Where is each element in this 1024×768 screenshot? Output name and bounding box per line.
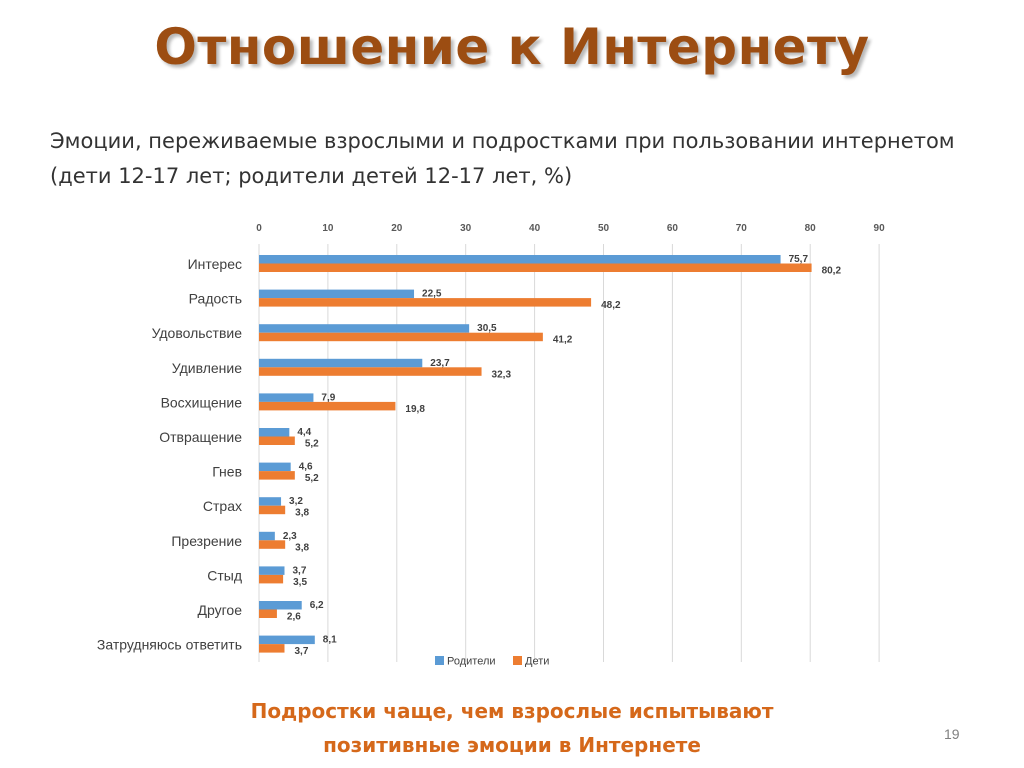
x-tick-label: 50 [598,223,610,234]
bar-children [259,367,482,376]
slide-conclusion: Подростки чаще, чем взрослые испытывают … [0,694,1024,762]
bar-children [259,332,543,342]
x-tick-label: 30 [460,223,472,234]
category-label: Удовольствие [152,325,243,341]
bar-children [259,298,592,307]
bar-children [259,540,286,549]
bar-children [259,263,812,272]
data-label-parents: 22,5 [422,289,442,300]
bar-children [259,644,285,653]
data-label-children: 41,2 [553,335,573,346]
subtitle-line-2: (дети 12-17 лет; родители детей 12-17 ле… [50,164,573,188]
data-label-children: 3,8 [295,508,309,519]
slide-title: Отношение к Интернету [154,18,870,76]
data-label-parents: 3,2 [289,496,303,507]
data-label-parents: 75,7 [789,254,809,265]
bar-children [259,401,396,411]
bar-parents [259,255,781,264]
legend-swatch-children [513,656,522,665]
x-tick-label: 10 [322,223,334,234]
bar-parents [259,497,282,506]
subtitle-line-1: Эмоции, переживаемые взрослыми и подрост… [50,129,955,153]
data-label-children: 32,3 [492,369,512,380]
data-label-parents: 4,4 [297,427,311,438]
bar-children [259,436,295,445]
x-tick-label: 0 [256,223,262,234]
data-label-parents: 8,1 [323,635,337,646]
x-tick-label: 90 [874,223,886,234]
data-label-parents: 2,3 [283,531,297,542]
data-label-children: 19,8 [405,404,425,415]
bar-parents [259,531,275,541]
data-label-children: 3,8 [295,542,309,553]
bar-children [259,574,284,584]
bar-parents [259,462,291,472]
legend-label-parents: Родители [447,656,496,668]
category-label: Другое [198,602,243,618]
x-tick-label: 60 [667,223,679,234]
data-label-children: 3,7 [294,646,308,657]
slide-subtitle: Эмоции, переживаемые взрослыми и подрост… [50,124,1010,194]
category-label: Гнев [212,464,242,480]
bar-parents [259,324,470,333]
data-label-parents: 30,5 [477,323,497,334]
data-label-children: 5,2 [305,439,319,450]
bar-children [259,471,295,480]
data-label-children: 5,2 [305,473,319,484]
conclusion-line-1: Подростки чаще, чем взрослые испытывают [250,699,774,723]
category-label: Стыд [207,567,242,583]
data-label-children: 80,2 [822,266,842,277]
bar-children [259,505,286,515]
bar-parents [259,289,415,299]
data-label-parents: 3,7 [292,565,306,576]
category-label: Страх [203,498,242,514]
x-tick-label: 40 [529,223,541,234]
page-number: 19 [944,726,960,742]
legend-swatch-parents [435,656,444,665]
conclusion-line-2: позитивные эмоции в Интернете [323,733,701,757]
category-label: Радость [189,291,242,307]
data-label-parents: 4,6 [299,462,313,473]
data-label-children: 3,5 [293,577,307,588]
x-tick-label: 80 [805,223,817,234]
bar-parents [259,635,315,645]
category-label: Затрудняюсь ответить [97,637,242,653]
data-label-parents: 23,7 [430,358,450,369]
bar-parents [259,393,314,402]
bar-children [259,609,277,618]
x-tick-label: 70 [736,223,748,234]
category-label: Удивление [172,360,242,376]
data-label-children: 48,2 [601,300,621,311]
category-label: Восхищение [161,394,243,410]
data-label-children: 2,6 [287,612,301,623]
bar-parents [259,601,302,610]
category-label: Презрение [171,533,242,549]
data-label-parents: 7,9 [321,392,335,403]
x-tick-label: 20 [391,223,403,234]
data-label-parents: 6,2 [310,600,324,611]
legend-label-children: Дети [525,656,549,668]
bar-parents [259,566,285,575]
bar-parents [259,428,290,437]
bar-parents [259,358,423,368]
category-label: Интерес [188,256,242,272]
category-label: Отвращение [159,429,242,445]
